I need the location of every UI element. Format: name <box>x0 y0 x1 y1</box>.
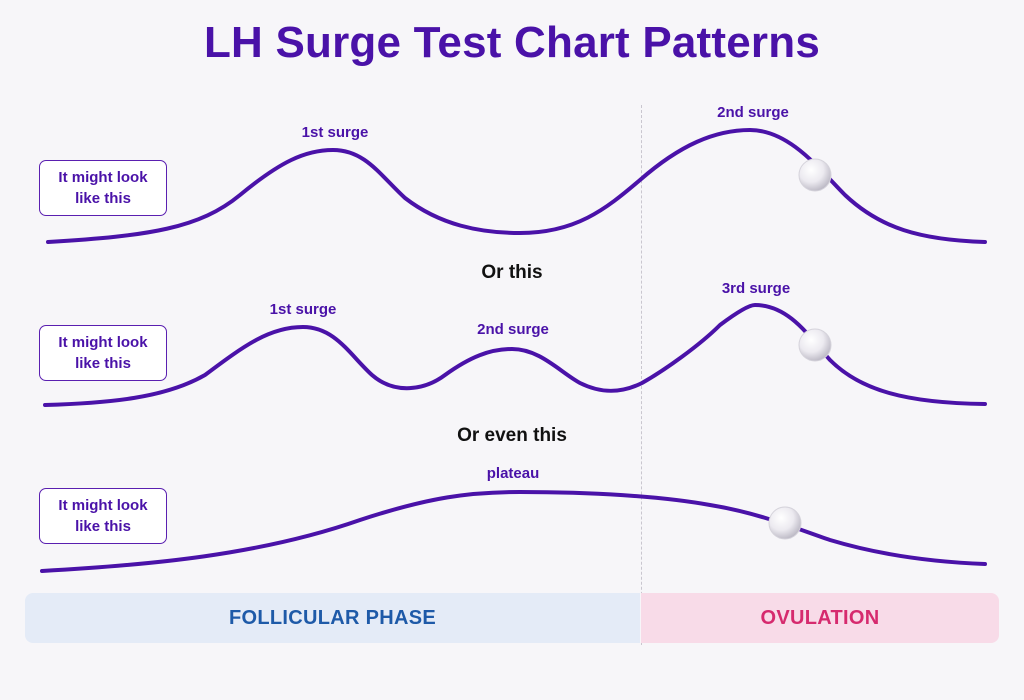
pattern-1-tag: It might look like this <box>39 160 167 216</box>
pattern-1-curve <box>46 127 987 244</box>
pattern-3-plateau-label: plateau <box>487 465 540 482</box>
pattern-2-ovulation-marker <box>798 328 832 362</box>
pattern-1-peak-2-label: 2nd surge <box>717 104 789 121</box>
separator-or-this: Or this <box>481 262 543 283</box>
ovulation-band: OVULATION <box>641 593 999 643</box>
pattern-2-peak-3-label: 3rd surge <box>722 280 790 297</box>
pattern-1-peak-1-label: 1st surge <box>302 124 369 141</box>
pattern-2-curve <box>43 302 987 407</box>
pattern-2-tag: It might look like this <box>39 325 167 381</box>
separator-or-even-this: Or even this <box>457 425 567 446</box>
pattern-3-tag: It might look like this <box>39 488 167 544</box>
pattern-1-ovulation-marker <box>798 158 832 192</box>
pattern-2-peak-1-label: 1st surge <box>270 301 337 318</box>
pattern-3-curve <box>40 489 987 573</box>
pattern-3-ovulation-marker <box>768 506 802 540</box>
follicular-phase-band: FOLLICULAR PHASE <box>25 593 640 643</box>
pattern-2-peak-2-label: 2nd surge <box>477 321 549 338</box>
page-title: LH Surge Test Chart Patterns <box>203 18 820 67</box>
phase-divider <box>641 105 642 645</box>
